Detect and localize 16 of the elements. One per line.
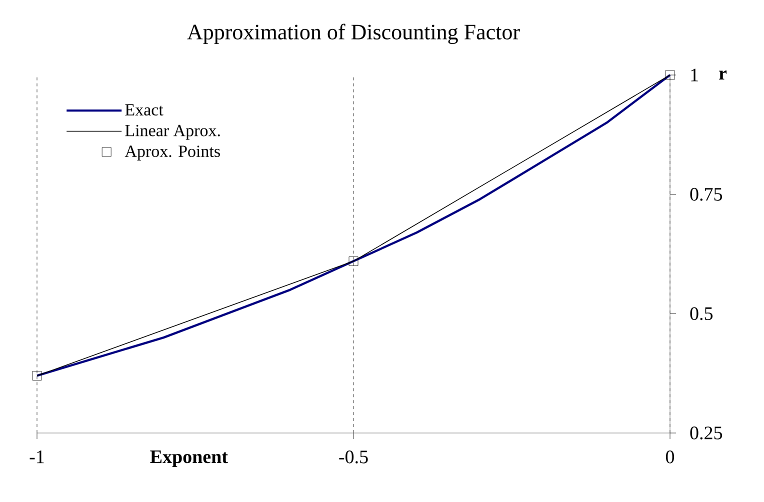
- point: [32, 371, 42, 380]
- chart-title: Approximation of Discounting Factor: [187, 24, 520, 44]
- legend-label: Exact: [125, 104, 164, 116]
- y-axis-title: r: [719, 70, 727, 80]
- y-tick-label: 1: [691, 68, 698, 82]
- y-tick-label: 0.25: [690, 426, 722, 440]
- point: [665, 70, 675, 80]
- x-tick-label: -0.5: [339, 450, 368, 464]
- x-tick-label: 0: [666, 450, 674, 464]
- y-tick-label: 0.5: [690, 307, 713, 320]
- legend-label: Aprox. Points: [124, 146, 220, 160]
- legend-label: Linear Aprox.: [125, 124, 220, 140]
- y-tick-label: 0.75: [690, 188, 722, 201]
- point: [348, 256, 358, 266]
- x-axis-title: Exponent: [150, 450, 228, 468]
- x-tick-label: -1: [30, 450, 44, 464]
